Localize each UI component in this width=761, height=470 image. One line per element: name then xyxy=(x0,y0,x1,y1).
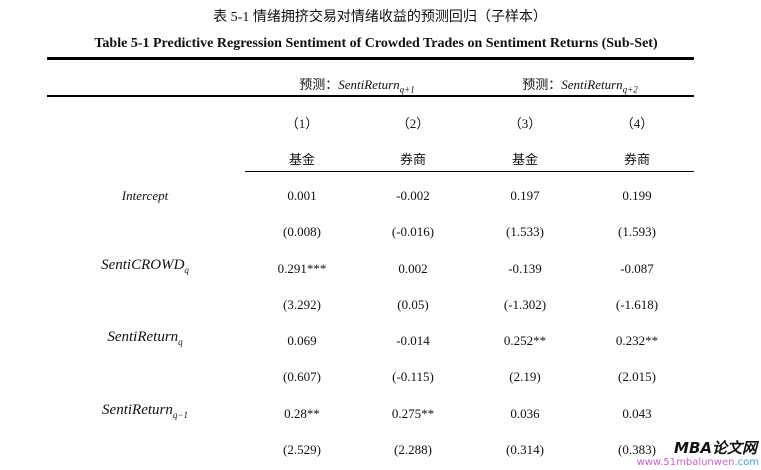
column-number-1: （1） xyxy=(285,116,319,131)
t-stat-cell: (1.533) xyxy=(506,224,544,239)
column-type-4: 券商 xyxy=(623,152,651,167)
group-header-1-sub: q+1 xyxy=(399,84,415,95)
coefficient-cell: 0.252** xyxy=(503,333,547,348)
t-stat-cell: (1.593) xyxy=(618,224,656,239)
group-header-2-prefix: 预测： xyxy=(522,77,562,92)
coefficient-cell: 0.043 xyxy=(622,405,652,421)
coefficient-cell: -0.087 xyxy=(620,260,654,276)
t-stat-cell: (-1.618) xyxy=(615,296,659,312)
coefficient-cell: 0.001 xyxy=(287,188,317,203)
row-variable: SentiReturn xyxy=(102,401,173,418)
coefficient-cell: 0.069 xyxy=(287,333,317,348)
t-stat-cell: (2.529) xyxy=(283,441,321,457)
table-caption-english: Table 5-1 Predictive Regression Sentimen… xyxy=(94,36,658,51)
t-stat-cell: (2.19) xyxy=(509,369,541,384)
coefficient-cell: 0.291*** xyxy=(277,260,327,276)
t-stat-cell: (0.008) xyxy=(283,224,321,239)
row-variable-subscript: q xyxy=(184,264,189,275)
watermark-url: www.51mbalunwen.com xyxy=(637,457,759,468)
t-stat-cell: (0.314) xyxy=(506,441,544,457)
group-header-2: 预测：SentiReturnq+2 xyxy=(522,74,637,95)
group-header-rule xyxy=(47,95,694,97)
t-stat-cell: (-1.302) xyxy=(503,296,547,312)
row-label: SentiReturnq−1 xyxy=(102,402,188,420)
group-header-2-var: SentiReturn xyxy=(561,77,623,92)
t-stat-cell: (0.607) xyxy=(283,369,321,384)
column-header-rule xyxy=(245,171,694,172)
group-header-2-sub: q+2 xyxy=(622,84,638,95)
coefficient-cell: 0.036 xyxy=(510,405,540,421)
row-variable-subscript: q xyxy=(178,337,183,347)
t-stat-cell: (-0.016) xyxy=(391,224,435,239)
row-variable: SentiCROWD xyxy=(101,256,185,273)
t-stat-cell: (3.292) xyxy=(283,296,321,312)
t-stat-cell: (2.288) xyxy=(394,441,432,457)
coefficient-cell: 0.28** xyxy=(284,405,320,421)
row-variable: SentiReturn xyxy=(107,329,179,345)
t-stat-cell: (0.383) xyxy=(618,441,656,457)
column-type-3: 基金 xyxy=(511,152,539,167)
watermark-logo: MBA论文网 xyxy=(674,439,757,457)
top-rule xyxy=(47,57,694,60)
group-header-1: 预测：SentiReturnq+1 xyxy=(299,74,414,95)
coefficient-cell: 0.232** xyxy=(615,333,659,348)
coefficient-cell: -0.014 xyxy=(396,333,430,348)
group-header-1-prefix: 预测： xyxy=(299,77,339,92)
group-header-1-var: SentiReturn xyxy=(338,77,400,92)
coefficient-cell: 0.197 xyxy=(510,188,540,203)
watermark-url-tld: .com xyxy=(734,457,759,468)
row-label: SentiCROWDq xyxy=(101,257,189,275)
column-type-2: 券商 xyxy=(399,152,427,167)
coefficient-cell: 0.275** xyxy=(391,405,435,421)
column-number-3: （3） xyxy=(508,116,542,131)
row-label: SentiReturnq xyxy=(107,329,182,347)
row-variable-subscript: q−1 xyxy=(172,409,188,420)
t-stat-cell: (-0.115) xyxy=(392,369,434,384)
coefficient-cell: 0.199 xyxy=(622,188,652,203)
table-caption-chinese: 表 5-1 情绪拥挤交易对情绪收益的预测回归（子样本） xyxy=(213,10,547,25)
coefficient-cell: -0.002 xyxy=(396,188,430,203)
column-number-2: （2） xyxy=(396,116,430,131)
coefficient-cell: -0.139 xyxy=(508,260,542,276)
row-label: Intercept xyxy=(122,188,168,206)
t-stat-cell: (0.05) xyxy=(397,296,429,312)
column-type-1: 基金 xyxy=(288,152,316,167)
t-stat-cell: (2.015) xyxy=(618,369,656,384)
column-number-4: （4） xyxy=(620,116,654,131)
row-variable: Intercept xyxy=(121,188,169,203)
coefficient-cell: 0.002 xyxy=(398,260,428,276)
watermark-url-main: www.51mbalunwen xyxy=(636,457,735,468)
